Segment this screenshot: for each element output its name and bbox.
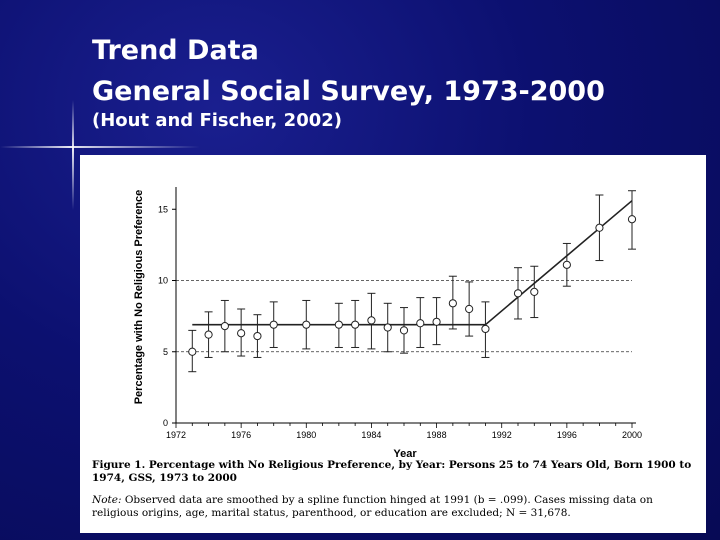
slide-subtitle: (Hout and Fischer, 2002) xyxy=(92,110,342,131)
data-point xyxy=(302,320,311,329)
error-bars xyxy=(188,190,636,373)
data-point xyxy=(513,289,523,298)
data-point xyxy=(204,330,213,339)
slide-title-line-2: General Social Survey, 1973-2000 xyxy=(92,76,605,107)
slide-title-line-1: Trend Data xyxy=(92,35,259,66)
x-axis-label: Year xyxy=(393,448,417,460)
figure-caption: Figure 1. Percentage with No Religious P… xyxy=(92,459,692,520)
figure-panel: 0 5 10 15 1972 1976 1980 1984 1988 1992 1996 2000 P… xyxy=(80,155,706,533)
data-point xyxy=(269,320,278,329)
x-tick-label: 1988 xyxy=(427,430,447,440)
x-tick-label: 2000 xyxy=(622,430,642,440)
data-point xyxy=(595,223,604,232)
data-point xyxy=(367,316,376,325)
data-point xyxy=(237,329,246,338)
data-point xyxy=(432,317,441,326)
x-tick-label: 1976 xyxy=(231,430,251,440)
x-tick-label: 1996 xyxy=(557,430,577,440)
data-point xyxy=(220,322,229,331)
note-text: Observed data are smoothed by a spline f… xyxy=(92,494,653,519)
data-point xyxy=(416,319,425,328)
figure-caption-note: Note: Observed data are smoothed by a sp… xyxy=(92,494,692,520)
data-point xyxy=(351,320,360,329)
lens-flare-horizontal xyxy=(0,146,200,148)
x-tick-label: 1984 xyxy=(361,430,381,440)
y-tick-label: 5 xyxy=(163,347,168,357)
data-point xyxy=(465,304,474,314)
data-point xyxy=(399,326,409,335)
data-point xyxy=(448,299,457,308)
data-point xyxy=(562,260,571,269)
y-axis-label: Percentage with No Religious Preference xyxy=(133,190,145,405)
tick-labels: 0 5 10 15 1972 1976 1980 1984 1988 1992 1996 2000 xyxy=(158,204,642,440)
y-tick-label: 15 xyxy=(158,204,168,214)
y-tick-label: 0 xyxy=(163,418,168,428)
slide-title: Trend Data General Social Survey, 1973-2… xyxy=(92,30,605,112)
data-point xyxy=(253,331,262,341)
x-tick-label: 1972 xyxy=(166,430,186,440)
data-point xyxy=(188,347,197,356)
data-points xyxy=(188,215,637,356)
data-point xyxy=(481,324,490,334)
x-tick-label: 1992 xyxy=(492,430,512,440)
y-tick-label: 10 xyxy=(158,276,168,286)
trend-chart: 0 5 10 15 1972 1976 1980 1984 1988 1992 1996 2000 P… xyxy=(133,187,642,460)
data-point xyxy=(530,287,539,296)
chart-axes xyxy=(172,187,636,428)
data-point xyxy=(334,320,343,329)
data-point xyxy=(627,215,637,224)
data-point xyxy=(383,323,392,332)
note-label: Note: xyxy=(92,494,122,506)
x-tick-label: 1980 xyxy=(296,430,316,440)
lens-flare-vertical xyxy=(72,100,74,210)
figure-caption-title: Figure 1. Percentage with No Religious P… xyxy=(92,459,692,484)
